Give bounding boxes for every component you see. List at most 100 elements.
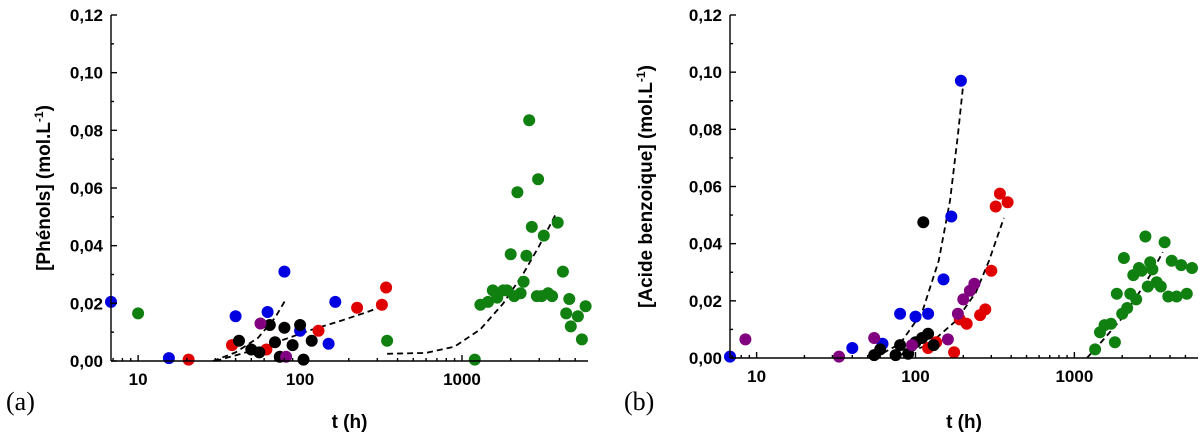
y-tick-label: 0,10 xyxy=(70,64,103,83)
data-point-s4-4 xyxy=(906,339,918,352)
data-point-s5-4 xyxy=(1105,317,1117,330)
data-point-s5-9 xyxy=(1121,302,1134,314)
data-point-s5-15 xyxy=(1139,230,1152,243)
panel-label: (b) xyxy=(624,387,654,416)
data-point-s1-8 xyxy=(985,264,998,277)
data-point-s5-12 xyxy=(511,186,524,199)
fit-curve-1 xyxy=(212,298,287,362)
data-point-s2-4 xyxy=(261,306,274,318)
y-tick-label: 0,08 xyxy=(689,120,722,139)
y-axis-title-superscript: -1 xyxy=(32,111,46,122)
data-point-s2-6 xyxy=(922,307,935,320)
data-point-s1-3 xyxy=(948,346,961,359)
data-point-s2-7 xyxy=(329,295,342,308)
data-point-s4-2 xyxy=(280,350,293,363)
x-tick-label: 1000 xyxy=(443,370,481,389)
data-point-s5-10 xyxy=(504,248,517,261)
data-point-s3-10 xyxy=(917,216,930,229)
data-point-s5-8 xyxy=(1117,252,1130,264)
y-axis-title-main: [Acide benzoique] (mol.L xyxy=(636,82,657,308)
data-point-s5-3 xyxy=(468,353,481,366)
y-axis-title: [Phénols] (mol.L-1) xyxy=(32,105,55,271)
data-point-s5-23 xyxy=(1165,254,1178,267)
data-point-s3-1 xyxy=(233,334,245,347)
y-axis-title-close: ) xyxy=(636,65,657,71)
y-tick-label: 0,04 xyxy=(689,235,723,254)
data-point-s3-10 xyxy=(305,334,318,347)
x-tick-label: 100 xyxy=(901,367,929,386)
data-point-s5-6 xyxy=(1110,287,1123,300)
data-point-s2-7 xyxy=(937,273,950,286)
data-point-s5-27 xyxy=(563,293,576,305)
y-tick-label: 0,10 xyxy=(689,63,722,82)
y-axis-title-main: [Phénols] (mol.L xyxy=(34,122,55,271)
fit-curve-1 xyxy=(873,83,965,359)
data-point-s4-6 xyxy=(951,307,964,320)
y-tick-label: 0,12 xyxy=(70,6,103,25)
data-point-s2-2 xyxy=(846,342,859,354)
data-point-s5-31 xyxy=(579,300,592,313)
data-point-s5-22 xyxy=(1162,290,1175,303)
y-tick-label: 0,06 xyxy=(689,178,722,197)
data-point-s5-18 xyxy=(1146,263,1159,276)
data-point-s5-16 xyxy=(1141,280,1154,293)
data-point-s3-5 xyxy=(269,336,281,349)
data-point-s5-21 xyxy=(1158,236,1171,249)
data-point-s2-4 xyxy=(894,307,907,320)
data-point-s4-5 xyxy=(941,333,954,346)
y-tick-label: 0,04 xyxy=(70,237,104,256)
data-point-s3-4 xyxy=(894,339,907,352)
data-point-s5-5 xyxy=(482,295,495,308)
data-point-s2-5 xyxy=(909,310,922,323)
data-point-s4-2 xyxy=(833,350,845,363)
x-axis-title: t (h) xyxy=(332,412,368,433)
data-point-s3-9 xyxy=(297,353,310,366)
data-point-s1-10 xyxy=(993,187,1006,200)
data-point-s5-27 xyxy=(1186,262,1198,274)
data-point-s4-3 xyxy=(868,332,881,344)
data-point-s5-24 xyxy=(551,216,564,229)
y-tick-label: 0,12 xyxy=(689,6,722,25)
y-tick-label: 0,00 xyxy=(70,352,103,371)
data-point-s4-1 xyxy=(254,317,267,330)
data-point-s5-21 xyxy=(537,229,550,242)
data-point-s2-3 xyxy=(229,310,242,323)
data-point-s5-5 xyxy=(1108,336,1121,349)
data-point-s5-15 xyxy=(520,249,533,262)
data-point-s5-28 xyxy=(564,320,577,333)
data-point-s5-1 xyxy=(1089,343,1102,356)
data-point-s2-9 xyxy=(954,74,967,87)
data-point-s3-7 xyxy=(286,339,299,352)
data-point-s5-29 xyxy=(571,310,584,323)
data-point-s1-9 xyxy=(989,200,1002,213)
data-point-s5-20 xyxy=(1154,280,1167,293)
data-point-s5-30 xyxy=(575,333,588,346)
y-axis-title-superscript: -1 xyxy=(634,71,648,82)
data-point-s1-4 xyxy=(312,324,325,337)
data-point-s3-2 xyxy=(874,343,887,356)
data-point-s5-25 xyxy=(1175,259,1188,272)
y-axis-title: [Acide benzoique] (mol.L-1) xyxy=(634,65,657,308)
panel-a: 0,00 0,02 0,04 0,06 0,08 0,10 0,12 10 100 1000 t (… xyxy=(6,6,592,433)
data-point-s5-26 xyxy=(1180,287,1193,300)
data-point-s3-8 xyxy=(294,319,307,331)
data-point-s5-12 xyxy=(1130,293,1143,306)
fit-curve-2 xyxy=(890,217,1005,359)
data-point-s4-7 xyxy=(957,293,970,306)
x-tick-label: 10 xyxy=(747,367,766,386)
y-tick-label: 0,08 xyxy=(70,121,103,140)
data-point-s5-1 xyxy=(132,307,145,320)
data-point-s1-7 xyxy=(979,303,992,316)
fit-curve-3 xyxy=(387,213,557,355)
data-point-s5-23 xyxy=(546,290,559,303)
data-point-s5-26 xyxy=(560,307,573,320)
data-point-s2-8 xyxy=(945,210,958,223)
data-point-s4-9 xyxy=(968,277,981,290)
data-point-s3-6 xyxy=(278,321,291,334)
x-axis-title: t (h) xyxy=(946,412,982,433)
x-tick-label: 1000 xyxy=(1055,367,1093,386)
data-point-s1-5 xyxy=(351,301,364,314)
data-point-s1-5 xyxy=(960,317,973,330)
y-tick-label: 0,00 xyxy=(689,349,722,368)
